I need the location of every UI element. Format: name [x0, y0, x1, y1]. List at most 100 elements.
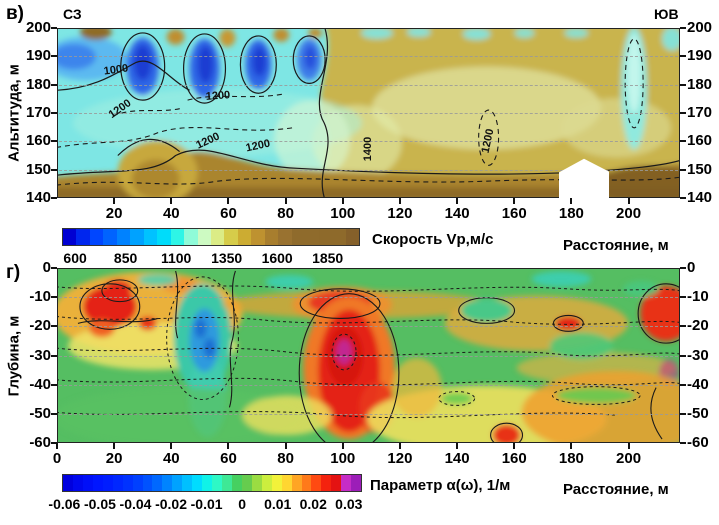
- colorbar-segment: [351, 475, 362, 491]
- colorbar-segment: [116, 229, 131, 245]
- colorbar-segment: [345, 229, 359, 245]
- colorbar-segment: [170, 229, 185, 245]
- y-axis-tick-label: 160: [25, 132, 51, 150]
- x-tick-mark: [570, 443, 573, 449]
- y-axis-tick-label: 140: [25, 189, 51, 206]
- attenuation-colorbar: [62, 474, 362, 492]
- colorbar-tick-label: 850: [113, 250, 138, 266]
- y-axis-tick-label-right: -20: [687, 317, 709, 335]
- colorbar-tick-label: -0.01: [190, 496, 223, 512]
- colorbar-segment: [182, 475, 193, 491]
- y-tick-mark: [51, 325, 57, 328]
- x-axis-tick-label: 20: [105, 205, 123, 222]
- y-axis-tick-label: -40: [29, 375, 51, 393]
- x-axis-tick-label: 140: [444, 450, 470, 467]
- y-tick-mark: [680, 197, 686, 199]
- y-axis-tick-label: 190: [25, 47, 51, 65]
- colorbar-segment: [264, 229, 279, 245]
- x-tick-mark: [513, 443, 516, 449]
- x-tick-mark: [113, 443, 116, 449]
- contour-label: 1400: [362, 136, 374, 162]
- x-tick-mark: [227, 443, 230, 449]
- y-axis-tick-label-right: 180: [687, 75, 713, 93]
- colorbar-segment: [132, 475, 143, 491]
- x-axis-tick-label: 100: [330, 450, 356, 467]
- x-tick-mark: [341, 443, 344, 449]
- colorbar-segment: [72, 475, 83, 491]
- x-tick-mark: [513, 198, 516, 204]
- y-axis-tick-label: -50: [29, 404, 51, 422]
- gridline: [59, 355, 678, 357]
- attenuation-colorbar-label: Параметр α(ω), 1/м: [370, 477, 511, 494]
- y-tick-mark: [680, 112, 686, 114]
- x-axis-tick-label: 0: [52, 450, 62, 467]
- gridline: [59, 113, 678, 114]
- y-axis-tick-label: -10: [29, 288, 51, 306]
- colorbar-segment: [172, 475, 183, 491]
- colorbar-segment: [318, 229, 333, 245]
- colorbar-segment: [76, 229, 90, 245]
- colorbar-segment: [231, 475, 242, 491]
- x-axis-tick-label: 120: [387, 205, 413, 222]
- colorbar-segment: [130, 229, 144, 245]
- y-axis-tick-label-right: 190: [687, 47, 713, 65]
- y-axis-tick-label-right: -40: [687, 375, 709, 393]
- colorbar-segment: [237, 229, 252, 245]
- y-tick-mark: [51, 140, 57, 143]
- colorbar-tick-label: 0.02: [299, 496, 327, 512]
- colorbar-tick-label: -0.02: [155, 496, 188, 512]
- x-tick-mark: [456, 198, 459, 204]
- x-tick-mark: [284, 443, 287, 449]
- y-axis-tick-label: 150: [25, 160, 51, 178]
- y-tick-mark: [51, 197, 57, 199]
- y-axis-tick-label: -60: [29, 434, 51, 451]
- colorbar-tick-label: -0.06: [48, 496, 81, 512]
- x-axis-tick-label: 160: [501, 205, 527, 222]
- y-tick-mark: [51, 83, 57, 86]
- colorbar-segment: [331, 475, 342, 491]
- colorbar-segment: [102, 475, 113, 491]
- colorbar-segment: [251, 229, 265, 245]
- colorbar-segment: [202, 475, 213, 491]
- colorbar-segment: [122, 475, 133, 491]
- colorbar-segment: [162, 475, 173, 491]
- x-axis-tick-label: 200: [616, 205, 642, 222]
- x-tick-mark: [227, 198, 230, 204]
- y-tick-mark: [680, 442, 686, 444]
- colorbar-tick-label: 1600: [261, 250, 293, 266]
- colorbar-tick-label: 0.01: [264, 496, 292, 512]
- x-tick-mark: [627, 443, 630, 449]
- gridline: [59, 413, 678, 415]
- panel-v-corner-nw: СЗ: [63, 6, 82, 22]
- y-tick-mark: [680, 267, 686, 269]
- x-axis-tick-label: 200: [616, 450, 642, 467]
- y-tick-mark: [51, 112, 57, 114]
- x-axis-tick-label: 120: [387, 450, 413, 467]
- x-axis-tick-label: 80: [277, 450, 294, 467]
- y-tick-mark: [680, 354, 686, 357]
- x-axis-tick-label: 60: [220, 450, 237, 467]
- y-tick-mark: [680, 383, 686, 386]
- colorbar-segment: [157, 229, 171, 245]
- colorbar-segment: [197, 229, 211, 245]
- colorbar-segment: [92, 475, 103, 491]
- y-axis-tick-label: 180: [25, 75, 51, 93]
- colorbar-segment: [63, 475, 73, 491]
- x-tick-mark: [456, 443, 459, 449]
- y-axis-tick-label-right: -60: [687, 434, 709, 451]
- y-axis-tick-label: -20: [29, 317, 51, 335]
- y-tick-mark: [51, 442, 57, 444]
- panel-g-xlabel: Расстояние, м: [563, 481, 669, 498]
- x-axis-tick-label: 80: [277, 205, 294, 222]
- colorbar-segment: [103, 229, 117, 245]
- gridline: [59, 56, 678, 58]
- colorbar-segment: [224, 229, 238, 245]
- x-tick-mark: [627, 198, 630, 204]
- y-axis-tick-label: -30: [29, 346, 51, 364]
- x-tick-mark: [398, 443, 401, 449]
- colorbar-segment: [311, 475, 322, 491]
- y-tick-mark: [51, 168, 57, 171]
- colorbar-segment: [332, 229, 346, 245]
- contour-label: 1200: [205, 89, 231, 103]
